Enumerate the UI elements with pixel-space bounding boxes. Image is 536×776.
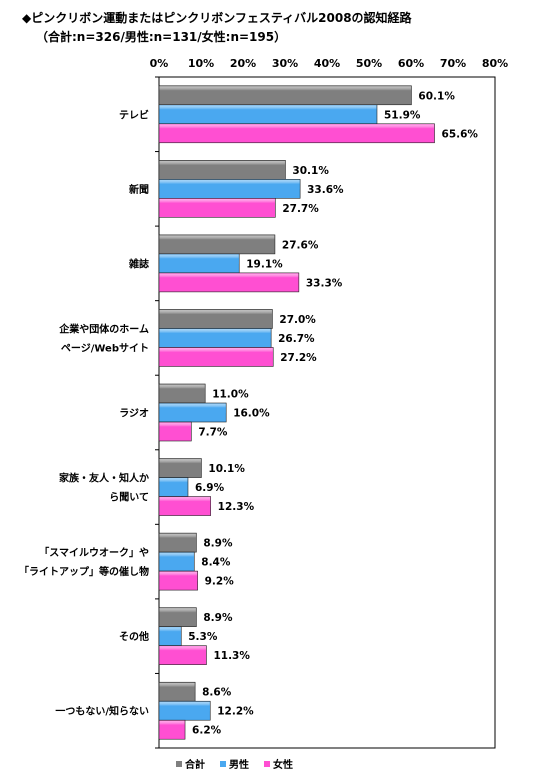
bar-highlight [159,682,195,693]
x-tick-label: 50% [356,57,382,70]
x-tick-label: 70% [440,57,466,70]
data-label: 8.9% [203,538,233,550]
data-label: 7.7% [198,427,228,439]
category-label: 一つもない/知らない [55,705,149,718]
legend-swatch [264,761,270,767]
category-label: 家族・友人・知人か [59,472,149,485]
data-label: 10.1% [208,463,245,475]
legend-swatch [176,761,182,767]
category-label: 「スマイルウオーク」や [39,546,149,559]
data-label: 60.1% [418,90,455,102]
data-label: 6.9% [195,482,225,494]
x-tick-label: 10% [188,57,214,70]
bar-highlight [159,347,273,358]
data-label: 12.2% [217,706,254,718]
x-tick-label: 60% [398,57,424,70]
x-tick-label: 20% [230,57,256,70]
data-label: 51.9% [384,109,421,121]
bar-highlight [159,627,181,637]
category-label: 「ライトアップ」等の催し物 [19,565,149,578]
x-tick-label: 30% [272,57,298,70]
data-label: 12.3% [218,501,255,513]
category-label: ラジオ [119,408,149,420]
bar-highlight [159,273,299,283]
data-label: 27.6% [282,239,319,251]
bar-highlight [159,571,198,582]
bar-highlight [159,254,239,264]
x-tick-label: 0% [150,57,169,70]
category-label: 雑誌 [128,257,149,270]
legend-label: 女性 [273,758,293,771]
bar-highlight [159,608,196,618]
bar-highlight [159,533,196,544]
x-tick-label: 80% [482,57,508,70]
data-label: 5.3% [188,631,218,643]
bar-highlight [159,403,226,413]
category-label: 企業や団体のホーム [58,322,149,335]
bar-highlight [159,198,275,209]
data-label: 26.7% [278,333,315,345]
data-label: 27.0% [279,314,316,326]
data-label: 33.3% [306,277,343,289]
bar-highlight [159,384,205,394]
bar-highlight [159,179,300,190]
category-label: その他 [119,630,149,643]
data-label: 33.6% [307,184,344,196]
data-label: 11.3% [213,650,250,662]
bar-highlight [159,124,435,134]
data-label: 19.1% [246,258,283,270]
data-label: 9.2% [205,576,235,588]
legend-swatch [220,761,226,767]
bar-highlight [159,309,272,320]
legend-label: 合計 [184,758,205,771]
bar-highlight [159,552,194,563]
bar-highlight [159,701,210,712]
data-label: 27.7% [282,203,319,215]
data-label: 16.0% [233,408,270,420]
data-label: 8.4% [201,557,231,569]
x-tick-label: 40% [314,57,340,70]
data-label: 6.2% [192,725,222,737]
legend-label: 男性 [229,758,249,771]
bar-highlight [159,160,285,171]
data-label: 11.0% [212,389,249,401]
data-label: 8.9% [203,612,233,624]
bar-highlight [159,422,191,432]
bar-highlight [159,86,411,96]
chart-title: ◆ピンクリボン運動またはピンクリボンフェスティバル2008の認知経路 [22,11,412,25]
bar-highlight [159,646,206,656]
data-label: 30.1% [292,165,329,177]
category-label: テレビ [119,108,149,121]
bar-highlight [159,720,185,731]
bar-highlight [159,235,275,245]
data-label: 27.2% [280,352,317,364]
chart-subtitle: （合計:n=326/男性:n=131/女性:n=195） [36,30,287,44]
bar-highlight [159,478,188,488]
bar-highlight [159,105,377,115]
category-label: 新聞 [129,183,149,196]
bar-highlight [159,497,211,507]
category-label: ら聞いて [109,492,149,504]
bar-highlight [159,459,201,469]
category-label: ページ/Webサイト [61,342,149,354]
bar-highlight [159,328,271,339]
data-label: 65.6% [442,128,479,140]
data-label: 8.6% [202,687,232,699]
